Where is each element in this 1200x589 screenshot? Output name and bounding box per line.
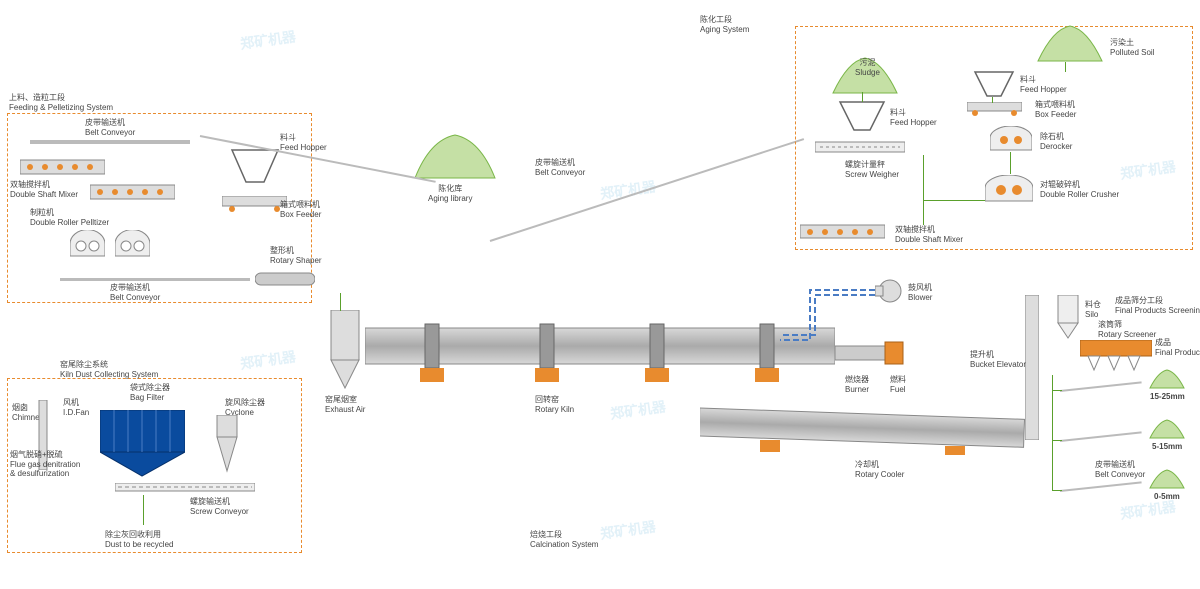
feed-hopper-label-2: 料斗 Feed Hopper: [890, 108, 937, 127]
calcination-title: 焙烧工段 Calcination System: [530, 530, 598, 549]
belt-conveyor-label-1: 皮带输送机 Belt Conveyor: [85, 118, 135, 137]
air-line: [780, 285, 880, 345]
flue-gas-label: 烟气脱硝+脱硫 Flue gas denitration & desulfuri…: [10, 450, 80, 479]
double-shaft-mixer-icon: [20, 158, 105, 178]
belt-conveyor-label-2: 皮带输送机 Belt Conveyor: [110, 283, 160, 302]
double-shaft-mixer-label: 双轴搅拌机 Double Shaft Mixer: [10, 180, 78, 199]
pile-coarse: [1148, 368, 1186, 390]
exhaust-chamber-icon: [325, 310, 365, 390]
polluted-soil-label: 污染土 Polluted Soil: [1110, 38, 1154, 57]
feeding-section-title: 上料、造粒工段 Feeding & Pelletizing System: [9, 93, 113, 112]
pile-medium: [1148, 418, 1186, 440]
double-shaft-mixer-aging-icon: [800, 223, 885, 241]
silo-label: 料仓 Silo: [1085, 300, 1101, 319]
blower-label: 鼓风机 Blower: [908, 283, 932, 302]
rotary-kiln-label: 回转窑 Rotary Kiln: [535, 395, 574, 414]
flow-line: [1052, 440, 1062, 441]
flow-line: [1052, 490, 1062, 491]
feed-hopper-icon-3: [973, 70, 1015, 98]
rotary-shaper-label: 整形机 Rotary Shaper: [270, 246, 322, 265]
double-roller-crusher-icon: [985, 175, 1033, 203]
screening-title: 成品筛分工段 Final Products Screening System: [1115, 296, 1200, 315]
pile-fine: [1148, 468, 1186, 490]
flow-line: [1052, 390, 1062, 391]
aging-section-title: 陈化工段 Aging System: [700, 15, 749, 34]
rotary-cooler-icon: [700, 400, 1025, 455]
rotary-screener-label: 滚筒筛 Rotary Screener: [1098, 320, 1156, 339]
rotary-shaper-icon: [255, 270, 315, 290]
product-medium: 5-15mm: [1152, 442, 1182, 452]
flow-line: [1065, 62, 1066, 72]
sludge-label: 污泥 Sludge: [855, 58, 880, 77]
cyclone-icon: [215, 415, 239, 475]
bucket-elevator-icon: [1025, 295, 1039, 440]
dust-recycle-label: 除尘灰回收利用 Dust to be recycled: [105, 530, 173, 549]
rotary-screener-icon: [1080, 340, 1152, 372]
exhaust-air-label: 窑尾烟室 Exhaust Air: [325, 395, 365, 414]
polluted-soil-pile: [1035, 23, 1105, 63]
box-feeder-label: 箱式喂料机 Box Feeder: [280, 200, 321, 219]
rotary-kiln-icon: [365, 318, 835, 388]
burner-label: 燃烧器 Burner: [845, 375, 869, 394]
flow-line: [923, 155, 924, 225]
pelletizer-icon-2: [115, 230, 150, 258]
aging-library-label: 陈化库 Aging library: [428, 184, 472, 203]
bag-filter-icon: [100, 410, 185, 478]
flow-line: [923, 200, 985, 201]
watermark: 郑矿机器: [599, 516, 657, 544]
feed-hopper-label-1: 料斗 Feed Hopper: [280, 133, 327, 152]
flow-line: [862, 92, 863, 102]
feed-hopper-label-3: 料斗 Feed Hopper: [1020, 75, 1067, 94]
double-shaft-mixer-icon-2: [90, 183, 175, 203]
kiln-dust-title: 窑尾除尘系统 Kiln Dust Collecting System: [60, 360, 158, 379]
belt-medium: [1060, 431, 1142, 442]
feed-hopper-icon-2: [838, 100, 886, 132]
product-fine: 0-5mm: [1154, 492, 1180, 502]
screw-weigher-label: 螺旋计量秤 Screw Weigher: [845, 160, 899, 179]
aging-library-pile: [410, 130, 500, 180]
bag-filter-label: 袋式除尘器 Bag Filter: [130, 383, 170, 402]
derocker-label: 除石机 Derocker: [1040, 132, 1072, 151]
double-roller-crusher-label: 对辊破碎机 Double Roller Crusher: [1040, 180, 1119, 199]
watermark: 郑矿机器: [609, 396, 667, 424]
watermark: 郑矿机器: [239, 346, 297, 374]
feed-hopper-icon-1: [230, 148, 280, 186]
double-shaft-mixer-label-2: 双轴搅拌机 Double Shaft Mixer: [895, 225, 963, 244]
silo-icon: [1055, 295, 1081, 340]
pelletizer-label: 制粒机 Double Roller Pelltizer: [30, 208, 109, 227]
belt-top: [30, 140, 190, 144]
product-coarse: 15-25mm: [1150, 392, 1185, 402]
flow-line: [1010, 152, 1011, 174]
screw-conveyor-icon: [115, 483, 255, 493]
rotary-cooler-label: 冷却机 Rotary Cooler: [855, 460, 904, 479]
derocker-icon: [990, 126, 1032, 152]
screw-weigher-icon: [815, 140, 905, 154]
belt-conveyor-label-3: 皮带输送机 Belt Conveyor: [535, 158, 585, 177]
long-belt-2: [490, 138, 804, 242]
bucket-elevator-label: 提升机 Bucket Elevator: [970, 350, 1026, 369]
belt-fine: [1060, 481, 1142, 492]
belt-bottom-feeding: [60, 278, 250, 281]
belt-conveyor-label-4: 皮带输送机 Belt Conveyor: [1095, 460, 1145, 479]
belt-coarse: [1060, 381, 1142, 392]
flow-line: [1052, 375, 1053, 490]
box-feeder-aging-icon: [967, 102, 1022, 116]
watermark: 郑矿机器: [239, 26, 297, 54]
box-feeder-icon: [222, 196, 287, 212]
id-fan-label: 风机 I.D.Fan: [63, 398, 89, 417]
pelletizer-icon-1: [70, 230, 105, 258]
flow-line: [143, 495, 144, 525]
flow-line: [340, 293, 341, 311]
final-products-label: 成品 Final Products: [1155, 338, 1200, 357]
flow-line: [992, 97, 993, 103]
box-feeder-label-2: 箱式喂料机 Box Feeder: [1035, 100, 1076, 119]
fuel-label: 燃料 Fuel: [890, 375, 906, 394]
screw-conveyor-label: 螺旋输送机 Screw Conveyor: [190, 497, 249, 516]
